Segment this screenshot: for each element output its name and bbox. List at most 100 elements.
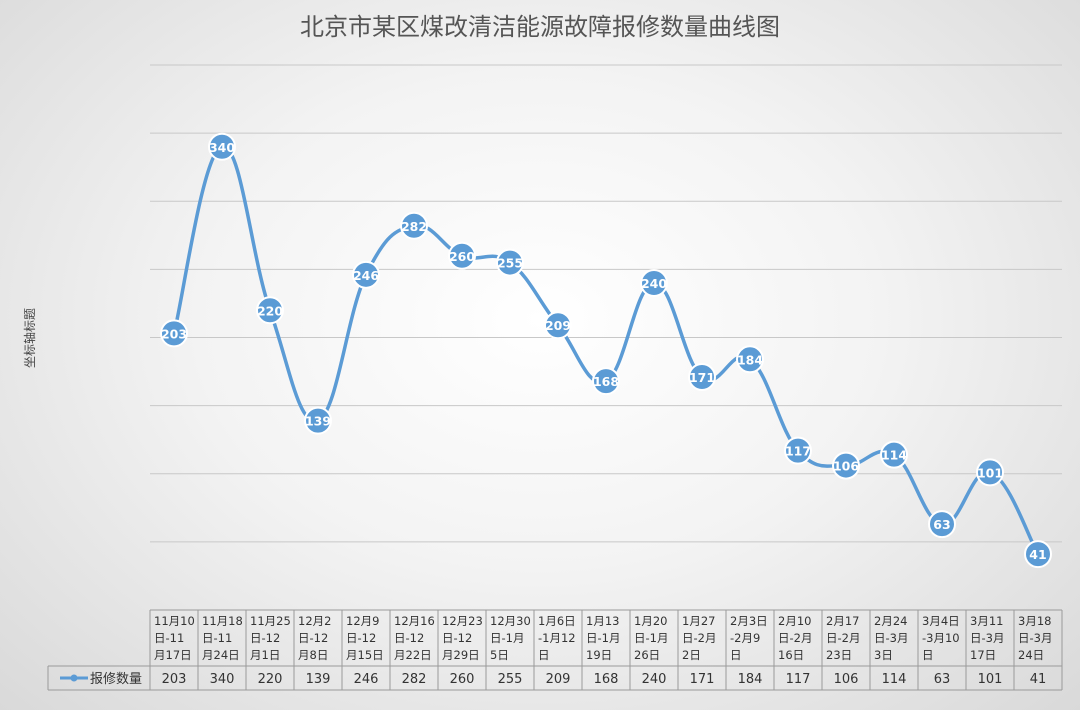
data-label: 246 — [353, 268, 379, 283]
data-point — [784, 436, 812, 465]
chart-title: 北京市某区煤改清洁能源故障报修数量曲线图 — [300, 13, 780, 41]
x-tick-label-line: 1月13 — [586, 614, 619, 628]
table-value-cell: 63 — [934, 672, 951, 687]
table-value-cell: 117 — [786, 672, 811, 687]
x-tick-label-line: 日-12 — [442, 631, 472, 645]
data-point — [496, 248, 524, 277]
x-tick-label-line: 日-3月 — [970, 631, 1004, 645]
x-tick-label-line: 日-12 — [250, 631, 280, 645]
data-point — [640, 269, 668, 297]
x-tick-label-line: 17日 — [970, 648, 996, 662]
data-label: 240 — [641, 276, 667, 291]
x-tick-label-line: 日-2月 — [682, 631, 716, 645]
x-tick-label-line: 日-1月 — [634, 631, 668, 645]
table-value-cell: 106 — [834, 672, 859, 687]
x-tick-label-line: 16日 — [778, 648, 804, 662]
x-tick-label: 12月30 日-1月 5日 — [490, 614, 531, 662]
table-value-cell: 260 — [450, 672, 475, 687]
x-tick-label-line: 月1日 — [250, 648, 280, 662]
x-tick-label-line: 日-12 — [298, 631, 328, 645]
data-point — [880, 440, 908, 469]
x-tick-label-line: 2日 — [682, 648, 701, 662]
x-tick-label-line: 26日 — [634, 648, 660, 662]
x-tick-label: 3月4日 -3月10 日 — [922, 614, 960, 662]
table-value-cell: 340 — [210, 672, 235, 687]
x-tick-label-line: 11月25 — [250, 614, 291, 628]
data-label: 255 — [497, 256, 523, 271]
x-tick-label: 12月16 日-12 月22日 — [394, 614, 435, 662]
x-tick-label-line: 12月23 — [442, 614, 483, 628]
data-point — [208, 132, 236, 161]
x-tick-label-line: 日-1月 — [586, 631, 620, 645]
data-label: 203 — [161, 326, 187, 341]
x-tick-label-line: 19日 — [586, 648, 612, 662]
x-tick-label-line: 日-3月 — [1018, 631, 1052, 645]
x-tick-label: 1月20 日-1月 26日 — [634, 614, 668, 662]
x-tick-label-line: 月8日 — [298, 648, 328, 662]
x-tick-label-line: 3日 — [874, 648, 893, 662]
x-tick-label: 11月10 日-11 月17日 — [154, 614, 195, 662]
data-label: 117 — [785, 444, 811, 459]
x-tick-label-line: 1月20 — [634, 614, 667, 628]
x-tick-label-line: 2月17 — [826, 614, 859, 628]
data-point — [544, 311, 572, 340]
x-tick-label-line: 日 — [730, 648, 742, 662]
data-label: 340 — [209, 140, 235, 155]
data-table: 11月10 日-11 月17日 11月18 日-11 月24日 11月25 日-12 月1日 12… — [47, 609, 1063, 691]
data-label: 139 — [305, 414, 331, 429]
data-label: 63 — [933, 517, 950, 532]
x-tick-label: 1月13 日-1月 19日 — [586, 614, 620, 662]
x-tick-label-line: -2月9 — [730, 631, 760, 645]
data-label: 106 — [833, 459, 859, 474]
x-tick-label-line: 日 — [922, 648, 934, 662]
data-point — [688, 363, 716, 392]
x-tick-label-line: 24日 — [1018, 648, 1044, 662]
x-tick-label-line: 11月18 — [202, 614, 243, 628]
table-value-cell: 240 — [642, 672, 667, 687]
x-tick-label-line: 12月16 — [394, 614, 435, 628]
table-value-cell: 220 — [258, 672, 283, 687]
x-tick-label-line: 23日 — [826, 648, 852, 662]
series-line — [172, 145, 1040, 556]
x-tick-label-line: 2月24 — [874, 614, 907, 628]
data-label: 220 — [257, 303, 283, 318]
x-tick-label-line: 月29日 — [442, 648, 480, 662]
x-tick-label: 1月6日 -1月12 日 — [538, 614, 576, 662]
table-value-cell: 184 — [738, 672, 763, 687]
table-value-cell: 101 — [978, 672, 1003, 687]
data-point — [352, 260, 380, 289]
data-point — [976, 458, 1004, 487]
x-tick-label: 11月18 日-11 月24日 — [202, 614, 243, 662]
x-tick-label-line: 日-1月 — [490, 631, 524, 645]
x-tick-label-line: 日-3月 — [874, 631, 908, 645]
data-point — [928, 510, 956, 539]
x-tick-label-line: 日-11 — [202, 631, 232, 645]
x-tick-label-line: 日-12 — [394, 631, 424, 645]
data-point — [400, 211, 428, 240]
data-label: 282 — [401, 219, 427, 234]
x-tick-label-line: 日-2月 — [826, 631, 860, 645]
table-value-cell: 209 — [546, 672, 571, 687]
data-point — [256, 296, 284, 325]
x-tick-label-line: 2月10 — [778, 614, 811, 628]
gridlines — [150, 64, 1062, 543]
x-tick-label-line: -3月10 — [922, 631, 960, 645]
x-tick-label: 2月3日 -2月9 日 — [730, 614, 768, 662]
data-point — [448, 241, 476, 270]
data-point — [1024, 540, 1052, 569]
legend-swatch-marker — [70, 674, 78, 682]
data-label: 171 — [689, 370, 715, 385]
data-label: 101 — [977, 465, 1003, 480]
x-tick-label: 2月17 日-2月 23日 — [826, 614, 860, 662]
data-label: 41 — [1029, 547, 1046, 562]
table-value-cell: 282 — [402, 672, 427, 687]
x-tick-label-line: 3月11 — [970, 614, 1003, 628]
data-markers: 203 340 220 139 246 282 260 255 209 168 240 171 184 1… — [160, 132, 1052, 569]
x-tick-label-line: 5日 — [490, 648, 509, 662]
x-tick-label-line: 12月30 — [490, 614, 531, 628]
x-tick-label-line: -1月12 — [538, 631, 576, 645]
series-line-path — [172, 145, 1040, 556]
data-point — [736, 345, 764, 374]
data-label: 114 — [881, 448, 907, 463]
